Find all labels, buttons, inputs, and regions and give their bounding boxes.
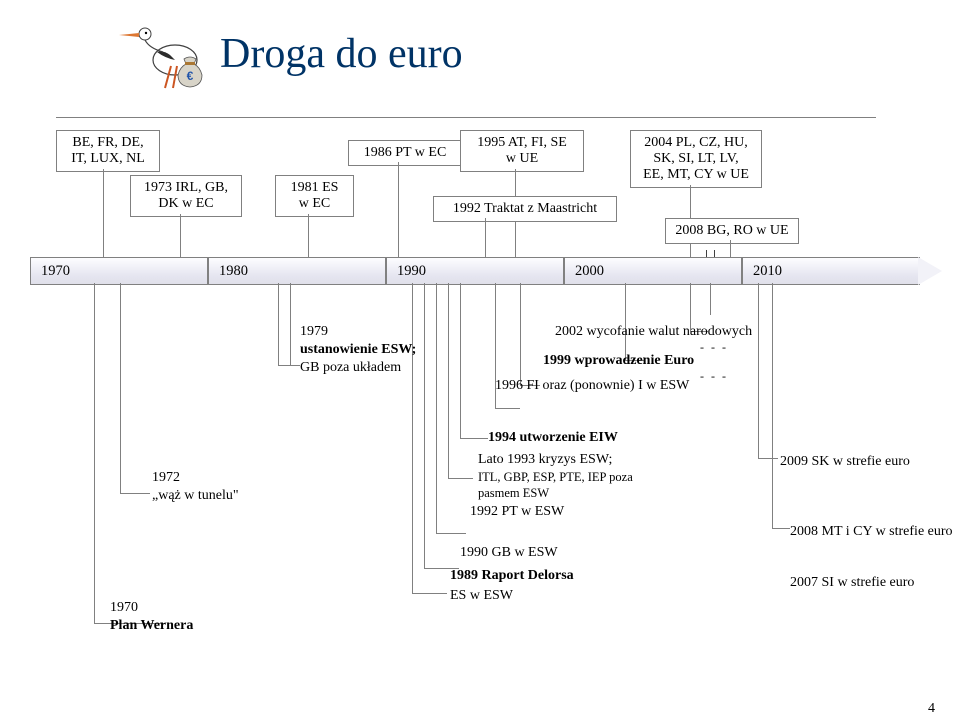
label-1970-plan2: Plan Wernera xyxy=(110,618,193,634)
label-1999-euro: 1999 wprowadzenie Euro xyxy=(543,353,694,369)
label-1989-del: 1989 Raport Delorsa xyxy=(450,568,574,584)
label-2007-si: 2007 SI w strefie euro xyxy=(790,575,914,591)
vertical-connector xyxy=(424,283,425,568)
decade-2000: 2000 xyxy=(564,257,742,285)
decade-label-1980: 1980 xyxy=(219,263,248,280)
horizontal-connector xyxy=(495,408,520,409)
label-1979-esw3: GB poza układem xyxy=(300,360,401,376)
event-stem-irl-gb xyxy=(180,214,181,257)
decade-label-2010: 2010 xyxy=(753,263,782,280)
horizontal-connector xyxy=(758,458,778,459)
label-1970-plan: 1970 xyxy=(110,600,138,616)
vertical-connector xyxy=(290,283,291,365)
label-1992-pt: 1992 PT w ESW xyxy=(470,504,564,520)
label-1972-waz2: „wąż w tunelu" xyxy=(152,488,239,504)
label-1993-kryz: Lato 1993 kryzys ESW; xyxy=(478,452,612,468)
horizontal-connector xyxy=(448,478,473,479)
event-stem-bg-ro xyxy=(730,240,731,257)
decade-1990: 1990 xyxy=(386,257,564,285)
euro-sack-icon: € xyxy=(170,55,210,90)
label-2008-mt: 2008 MT i CY w strefie euro xyxy=(790,524,953,540)
event-pl-cz: 2004 PL, CZ, HU,SK, SI, LT, LV,EE, MT, C… xyxy=(630,130,762,188)
event-stem-be-fr xyxy=(103,169,104,257)
tick-mark xyxy=(714,250,715,257)
decade-1980: 1980 xyxy=(208,257,386,285)
label-1979-esw: 1979 xyxy=(300,324,328,340)
top-rule xyxy=(56,117,876,118)
event-maast: 1992 Traktat z Maastricht xyxy=(433,196,617,222)
decade-1970: 1970 xyxy=(30,257,208,285)
tick-mark xyxy=(706,250,707,257)
event-be-fr: BE, FR, DE,IT, LUX, NL xyxy=(56,130,160,172)
label-d1: - - - xyxy=(700,340,728,355)
vertical-connector xyxy=(758,283,759,458)
vertical-connector xyxy=(710,283,711,315)
vertical-connector xyxy=(625,283,626,360)
event-at-fi: 1995 AT, FI, SEw UE xyxy=(460,130,584,172)
label-1979-esw2: ustanowienie ESW; xyxy=(300,342,416,358)
vertical-connector xyxy=(520,283,521,385)
horizontal-connector xyxy=(120,493,150,494)
decade-label-1970: 1970 xyxy=(41,263,70,280)
event-es-1981: 1981 ESw EC xyxy=(275,175,354,217)
label-1972-waz: 1972 xyxy=(152,470,180,486)
event-stem-pt-1986 xyxy=(398,162,399,257)
timeline-arrow xyxy=(918,257,942,285)
event-pt-1986: 1986 PT w EC xyxy=(348,140,462,166)
vertical-connector xyxy=(94,283,95,623)
vertical-connector xyxy=(278,283,279,365)
label-1996-fi: 1996 FI oraz (ponownie) I w ESW xyxy=(495,378,689,394)
decade-2010: 2010 xyxy=(742,257,920,285)
horizontal-connector xyxy=(412,593,447,594)
vertical-connector xyxy=(448,283,449,478)
label-2002-wycof: 2002 wycofanie walut narodowych xyxy=(555,324,752,340)
horizontal-connector xyxy=(772,528,790,529)
event-stem-maast xyxy=(485,218,486,257)
svg-text:€: € xyxy=(187,69,194,83)
vertical-connector xyxy=(436,283,437,533)
vertical-connector xyxy=(460,283,461,438)
vertical-connector xyxy=(412,283,413,593)
label-1990-gb: 1990 GB w ESW xyxy=(460,545,558,561)
vertical-connector xyxy=(120,283,121,493)
page-title: Droga do euro xyxy=(220,30,463,78)
event-stem-es-1981 xyxy=(308,214,309,257)
horizontal-connector xyxy=(436,533,466,534)
event-irl-gb: 1973 IRL, GB,DK w EC xyxy=(130,175,242,217)
label-2009-sk: 2009 SK w strefie euro xyxy=(780,454,910,470)
event-bg-ro: 2008 BG, RO w UE xyxy=(665,218,799,244)
horizontal-connector xyxy=(460,438,488,439)
label-d2: - - - xyxy=(700,369,728,384)
decade-label-1990: 1990 xyxy=(397,263,426,280)
decade-label-2000: 2000 xyxy=(575,263,604,280)
vertical-connector xyxy=(772,283,773,528)
label-es-esw: ES w ESW xyxy=(450,588,513,604)
label-1994-eiw: 1994 utworzenie EIW xyxy=(488,430,618,446)
page-number: 4 xyxy=(928,701,935,717)
label-1993-kryz3: pasmem ESW xyxy=(478,486,549,500)
label-1993-kryz2: ITL, GBP, ESP, PTE, IEP poza xyxy=(478,470,633,484)
horizontal-connector xyxy=(278,365,300,366)
